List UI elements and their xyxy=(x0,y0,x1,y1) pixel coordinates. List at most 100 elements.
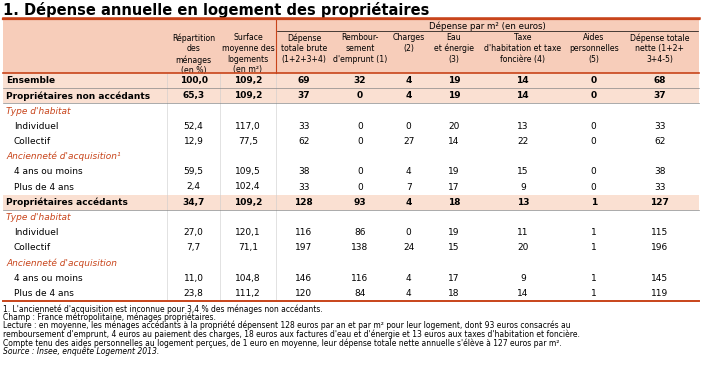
Text: 119: 119 xyxy=(651,289,668,298)
Bar xyxy=(3,88,699,103)
Text: 120,1: 120,1 xyxy=(235,228,260,237)
Text: Ancienneté d'acquisition: Ancienneté d'acquisition xyxy=(6,258,117,268)
Text: 109,2: 109,2 xyxy=(234,198,262,207)
Text: 138: 138 xyxy=(351,243,369,252)
Text: 4 ans ou moins: 4 ans ou moins xyxy=(14,274,83,283)
Bar xyxy=(3,149,699,164)
Text: 120: 120 xyxy=(296,289,312,298)
Text: 1. Dépense annuelle en logement des propriétaires: 1. Dépense annuelle en logement des prop… xyxy=(3,2,430,18)
Text: 71,1: 71,1 xyxy=(238,243,258,252)
Text: 13: 13 xyxy=(517,198,529,207)
Text: 18: 18 xyxy=(449,289,460,298)
Text: 109,5: 109,5 xyxy=(235,167,261,176)
Text: Répartition
des
ménages
(en %): Répartition des ménages (en %) xyxy=(172,33,216,75)
Text: 0: 0 xyxy=(357,122,363,131)
Text: 100,0: 100,0 xyxy=(180,76,208,85)
Text: Collectif: Collectif xyxy=(14,243,51,252)
Text: Champ : France métropolitaine, ménages propriétaires.: Champ : France métropolitaine, ménages p… xyxy=(3,312,216,322)
Text: 116: 116 xyxy=(296,228,312,237)
Bar xyxy=(3,19,699,73)
Text: 20: 20 xyxy=(517,243,529,252)
Text: 52,4: 52,4 xyxy=(184,122,204,131)
Text: 4: 4 xyxy=(406,91,412,100)
Text: 0: 0 xyxy=(591,167,597,176)
Text: Type d'habitat: Type d'habitat xyxy=(6,107,70,116)
Text: 127: 127 xyxy=(650,198,669,207)
Text: 19: 19 xyxy=(448,91,461,100)
Bar xyxy=(3,119,699,134)
Bar xyxy=(3,103,699,119)
Text: 128: 128 xyxy=(295,198,313,207)
Text: 14: 14 xyxy=(517,91,529,100)
Text: 0: 0 xyxy=(357,137,363,146)
Text: Plus de 4 ans: Plus de 4 ans xyxy=(14,183,74,192)
Text: 27,0: 27,0 xyxy=(184,228,204,237)
Text: 38: 38 xyxy=(654,167,665,176)
Text: Ancienneté d'acquisition¹: Ancienneté d'acquisition¹ xyxy=(6,152,121,162)
Text: 14: 14 xyxy=(517,76,529,85)
Text: 65,3: 65,3 xyxy=(183,91,205,100)
Text: 15: 15 xyxy=(449,243,460,252)
Text: 33: 33 xyxy=(654,122,665,131)
Text: 7: 7 xyxy=(406,183,411,192)
Text: Lecture : en moyenne, les ménages accédants à la propriété dépensent 128 euros p: Lecture : en moyenne, les ménages accéda… xyxy=(3,321,571,330)
Text: 37: 37 xyxy=(298,91,310,100)
Text: Dépense totale
nette (1+2+
3+4-5): Dépense totale nette (1+2+ 3+4-5) xyxy=(630,33,689,64)
Text: 14: 14 xyxy=(449,137,460,146)
Text: 33: 33 xyxy=(298,122,310,131)
Text: 104,8: 104,8 xyxy=(235,274,260,283)
Text: Compte tenu des aides personnelles au logement perçues, de 1 euro en moyenne, le: Compte tenu des aides personnelles au lo… xyxy=(3,338,562,347)
Text: 32: 32 xyxy=(354,76,366,85)
Text: 146: 146 xyxy=(296,274,312,283)
Text: Type d'habitat: Type d'habitat xyxy=(6,213,70,222)
Text: 2,4: 2,4 xyxy=(187,183,201,192)
Text: 0: 0 xyxy=(357,91,363,100)
Text: Individuel: Individuel xyxy=(14,122,58,131)
Text: 4 ans ou moins: 4 ans ou moins xyxy=(14,167,83,176)
Bar xyxy=(3,180,699,194)
Bar xyxy=(3,286,699,301)
Text: 93: 93 xyxy=(354,198,366,207)
Bar xyxy=(3,73,699,88)
Text: 68: 68 xyxy=(654,76,666,85)
Text: 116: 116 xyxy=(351,274,369,283)
Text: Propriétaires accédants: Propriétaires accédants xyxy=(6,198,128,207)
Text: 0: 0 xyxy=(590,76,597,85)
Text: 196: 196 xyxy=(651,243,668,252)
Text: 37: 37 xyxy=(654,91,666,100)
Text: 9: 9 xyxy=(520,183,526,192)
Text: 69: 69 xyxy=(298,76,310,85)
Text: Surface
moyenne des
logements
(en m²): Surface moyenne des logements (en m²) xyxy=(222,33,274,74)
Text: 1: 1 xyxy=(591,274,597,283)
Text: 4: 4 xyxy=(406,198,412,207)
Bar xyxy=(3,225,699,240)
Text: 19: 19 xyxy=(448,76,461,85)
Text: 117,0: 117,0 xyxy=(235,122,261,131)
Text: 11,0: 11,0 xyxy=(184,274,204,283)
Bar xyxy=(3,270,699,286)
Text: 18: 18 xyxy=(448,198,461,207)
Text: 33: 33 xyxy=(298,183,310,192)
Text: 77,5: 77,5 xyxy=(238,137,258,146)
Text: Dépense
totale brute
(1+2+3+4): Dépense totale brute (1+2+3+4) xyxy=(281,33,327,64)
Text: 0: 0 xyxy=(357,167,363,176)
Text: 27: 27 xyxy=(403,137,414,146)
Text: 1: 1 xyxy=(591,289,597,298)
Text: Propriétaires non accédants: Propriétaires non accédants xyxy=(6,91,150,101)
Text: 109,2: 109,2 xyxy=(234,91,262,100)
Text: 86: 86 xyxy=(354,228,366,237)
Text: 22: 22 xyxy=(517,137,529,146)
Text: 59,5: 59,5 xyxy=(184,167,204,176)
Text: Collectif: Collectif xyxy=(14,137,51,146)
Text: remboursement d'emprunt, 4 euros au paiement des charges, 18 euros aux factures : remboursement d'emprunt, 4 euros au paie… xyxy=(3,330,580,339)
Text: 15: 15 xyxy=(517,167,529,176)
Bar xyxy=(3,256,699,270)
Bar xyxy=(3,134,699,149)
Text: 34,7: 34,7 xyxy=(183,198,205,207)
Text: Ensemble: Ensemble xyxy=(6,76,55,85)
Text: 4: 4 xyxy=(406,289,411,298)
Text: Source : Insee, enquête Logement 2013.: Source : Insee, enquête Logement 2013. xyxy=(3,347,159,356)
Text: 62: 62 xyxy=(298,137,310,146)
Text: 20: 20 xyxy=(449,122,460,131)
Bar xyxy=(3,240,699,256)
